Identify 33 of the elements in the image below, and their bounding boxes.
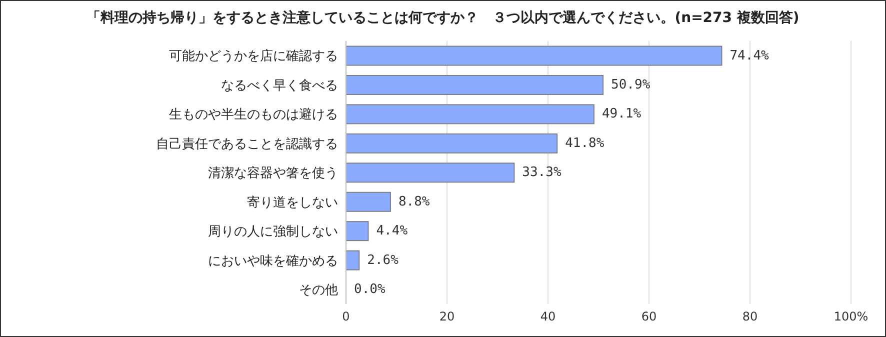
data-label: 0.0% [354, 282, 386, 298]
x-tick-label: 60 [641, 310, 657, 324]
x-tick-label: 40 [540, 310, 556, 324]
data-label: 8.8% [398, 194, 430, 210]
data-label: 49.1% [602, 106, 642, 122]
bar [346, 104, 594, 124]
x-tick-label: 0 [342, 310, 350, 324]
bar [346, 250, 360, 270]
chart-title: 「料理の持ち帰り」をするとき注意していることは何ですか？ ３つ以内で選んでください。(n=273 複数回答) [86, 9, 800, 27]
y-tick-label: 清潔な容器や箸を使う [208, 165, 338, 182]
y-tick-label: 可能かどうかを店に確認する [169, 48, 338, 64]
bar [346, 133, 558, 154]
bar [346, 74, 604, 95]
data-label: 74.4% [730, 48, 770, 64]
x-tick-label: 100% [834, 310, 868, 324]
y-tick-label: その他 [299, 283, 338, 298]
y-tick-label: なるべく早く食べる [221, 78, 338, 94]
y-tick-label: 周りの人に強制しない [208, 224, 338, 240]
bar [346, 46, 722, 66]
x-tick-label: 80 [742, 310, 758, 324]
bar [346, 221, 369, 242]
data-label: 4.4% [376, 224, 408, 239]
y-tick-label: 寄り道をしない [247, 194, 338, 210]
bar [346, 162, 515, 183]
data-label: 50.9% [611, 77, 650, 92]
bar [346, 192, 391, 212]
data-label: 41.8% [565, 136, 604, 151]
y-tick-label: 生ものや半生のものは避ける [169, 108, 338, 123]
y-tick-label: 自己責任であることを認識する [156, 136, 338, 152]
data-label: 2.6% [367, 252, 399, 268]
y-tick-label: においや味を確かめる [208, 254, 338, 269]
x-tick-label: 20 [439, 310, 455, 324]
data-label: 33.3% [522, 165, 562, 180]
